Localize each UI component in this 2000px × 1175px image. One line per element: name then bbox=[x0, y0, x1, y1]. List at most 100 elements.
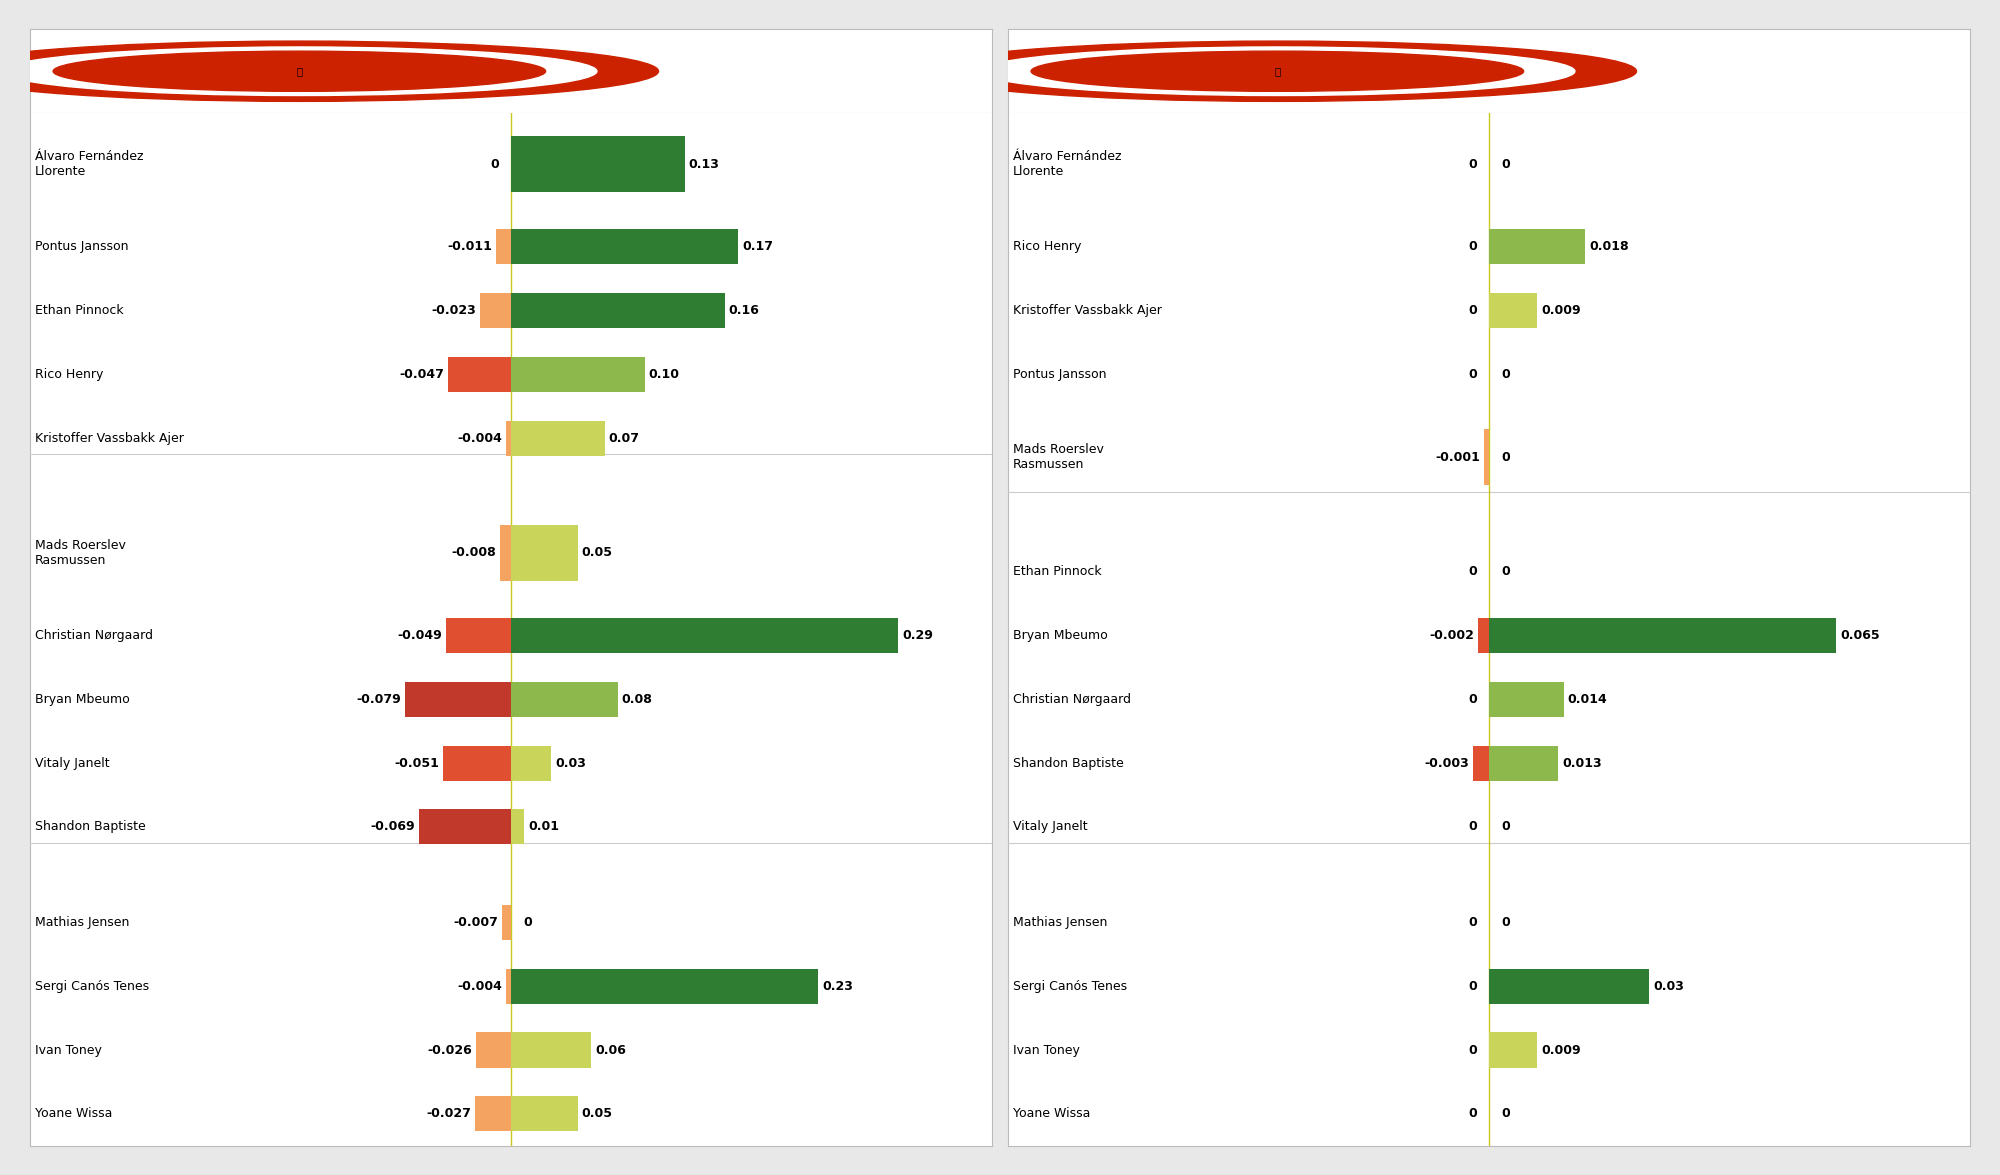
Text: Vitaly Janelt: Vitaly Janelt bbox=[34, 757, 110, 770]
Bar bbox=[1488, 293, 1538, 328]
Text: -0.004: -0.004 bbox=[456, 431, 502, 444]
Text: 0.013: 0.013 bbox=[1562, 757, 1602, 770]
Text: 0: 0 bbox=[1502, 820, 1510, 833]
Text: -0.069: -0.069 bbox=[370, 820, 414, 833]
Ellipse shape bbox=[980, 47, 1574, 95]
Text: Bryan Mbeumo: Bryan Mbeumo bbox=[1012, 630, 1108, 643]
Bar bbox=[418, 810, 510, 845]
Bar bbox=[1478, 618, 1488, 653]
Text: 0.01: 0.01 bbox=[528, 820, 560, 833]
Text: Rico Henry: Rico Henry bbox=[34, 368, 104, 381]
Text: 0: 0 bbox=[1468, 980, 1476, 993]
Text: xT from Passes: xT from Passes bbox=[54, 61, 244, 81]
Text: 0.03: 0.03 bbox=[1654, 980, 1684, 993]
Bar bbox=[474, 1096, 510, 1132]
Text: Sergi Canós Tenes: Sergi Canós Tenes bbox=[1012, 980, 1126, 993]
Bar bbox=[480, 293, 510, 328]
Text: 0: 0 bbox=[1468, 157, 1476, 170]
Text: -0.001: -0.001 bbox=[1434, 451, 1480, 464]
Text: 0: 0 bbox=[1468, 693, 1476, 706]
Text: -0.008: -0.008 bbox=[452, 546, 496, 559]
Bar bbox=[1488, 682, 1564, 717]
Text: 0: 0 bbox=[1502, 916, 1510, 929]
Text: -0.047: -0.047 bbox=[400, 368, 444, 381]
Bar bbox=[510, 682, 618, 717]
Text: Vitaly Janelt: Vitaly Janelt bbox=[1012, 820, 1088, 833]
Bar bbox=[406, 682, 510, 717]
Text: Mads Roerslev
Rasmussen: Mads Roerslev Rasmussen bbox=[34, 539, 126, 566]
Bar bbox=[506, 421, 510, 456]
Text: 0: 0 bbox=[1468, 241, 1476, 254]
Text: 0.16: 0.16 bbox=[728, 304, 760, 317]
Text: -0.026: -0.026 bbox=[428, 1043, 472, 1056]
Bar bbox=[442, 746, 510, 780]
Text: Shandon Baptiste: Shandon Baptiste bbox=[34, 820, 146, 833]
Text: Ethan Pinnock: Ethan Pinnock bbox=[34, 304, 124, 317]
Bar bbox=[476, 1033, 510, 1068]
Text: 🐝: 🐝 bbox=[1274, 66, 1280, 76]
Ellipse shape bbox=[0, 41, 658, 101]
Text: 0: 0 bbox=[1468, 368, 1476, 381]
Bar bbox=[510, 293, 724, 328]
Bar bbox=[510, 136, 684, 193]
Text: 0.08: 0.08 bbox=[622, 693, 652, 706]
Ellipse shape bbox=[2, 47, 596, 95]
Text: 0.03: 0.03 bbox=[554, 757, 586, 770]
Text: 0.10: 0.10 bbox=[648, 368, 680, 381]
Text: 0.05: 0.05 bbox=[582, 1107, 612, 1120]
Text: 0: 0 bbox=[1502, 451, 1510, 464]
Bar bbox=[500, 525, 510, 580]
Text: -0.051: -0.051 bbox=[394, 757, 440, 770]
Text: -0.049: -0.049 bbox=[396, 630, 442, 643]
Text: Kristoffer Vassbakk Ajer: Kristoffer Vassbakk Ajer bbox=[34, 431, 184, 444]
Text: 0: 0 bbox=[1468, 565, 1476, 578]
Bar bbox=[510, 357, 644, 392]
Text: 0: 0 bbox=[490, 157, 498, 170]
Bar bbox=[510, 746, 552, 780]
Bar bbox=[1484, 429, 1488, 485]
Bar bbox=[1488, 229, 1586, 264]
Bar bbox=[510, 618, 898, 653]
Text: 0.23: 0.23 bbox=[822, 980, 854, 993]
Text: Shandon Baptiste: Shandon Baptiste bbox=[1012, 757, 1124, 770]
Text: 0.009: 0.009 bbox=[1540, 1043, 1580, 1056]
Text: 0: 0 bbox=[1502, 1107, 1510, 1120]
Text: 0: 0 bbox=[1468, 916, 1476, 929]
Text: Mathias Jensen: Mathias Jensen bbox=[1012, 916, 1108, 929]
Text: 0.065: 0.065 bbox=[1840, 630, 1880, 643]
Text: 0.06: 0.06 bbox=[596, 1043, 626, 1056]
Text: 0: 0 bbox=[1502, 565, 1510, 578]
Ellipse shape bbox=[54, 52, 546, 92]
Text: Mads Roerslev
Rasmussen: Mads Roerslev Rasmussen bbox=[1012, 443, 1104, 471]
Bar bbox=[1488, 618, 1836, 653]
Text: Yoane Wissa: Yoane Wissa bbox=[1012, 1107, 1090, 1120]
Text: 0: 0 bbox=[1468, 1043, 1476, 1056]
Text: 0: 0 bbox=[1502, 368, 1510, 381]
Text: -0.002: -0.002 bbox=[1430, 630, 1474, 643]
Text: Christian Nørgaard: Christian Nørgaard bbox=[1012, 693, 1130, 706]
Text: Ivan Toney: Ivan Toney bbox=[34, 1043, 102, 1056]
Text: 0: 0 bbox=[1468, 820, 1476, 833]
Bar bbox=[448, 357, 510, 392]
Text: 🐝: 🐝 bbox=[296, 66, 302, 76]
Text: 0.009: 0.009 bbox=[1540, 304, 1580, 317]
Text: 0.29: 0.29 bbox=[902, 630, 934, 643]
Text: Christian Nørgaard: Christian Nørgaard bbox=[34, 630, 152, 643]
Bar bbox=[1488, 968, 1650, 1003]
Text: 0: 0 bbox=[1468, 304, 1476, 317]
Text: Álvaro Fernández
Llorente: Álvaro Fernández Llorente bbox=[1012, 150, 1122, 179]
Bar bbox=[1472, 746, 1488, 780]
Text: -0.079: -0.079 bbox=[356, 693, 402, 706]
Ellipse shape bbox=[1032, 52, 1524, 92]
Text: 0.018: 0.018 bbox=[1590, 241, 1628, 254]
Text: Rico Henry: Rico Henry bbox=[1012, 241, 1082, 254]
Text: -0.027: -0.027 bbox=[426, 1107, 472, 1120]
Text: 0.17: 0.17 bbox=[742, 241, 772, 254]
Text: Ivan Toney: Ivan Toney bbox=[1012, 1043, 1080, 1056]
Text: Álvaro Fernández
Llorente: Álvaro Fernández Llorente bbox=[34, 150, 144, 179]
Bar bbox=[510, 525, 578, 580]
Bar bbox=[446, 618, 510, 653]
Text: 0.13: 0.13 bbox=[688, 157, 720, 170]
Text: Sergi Canós Tenes: Sergi Canós Tenes bbox=[34, 980, 148, 993]
Text: 0.014: 0.014 bbox=[1568, 693, 1608, 706]
